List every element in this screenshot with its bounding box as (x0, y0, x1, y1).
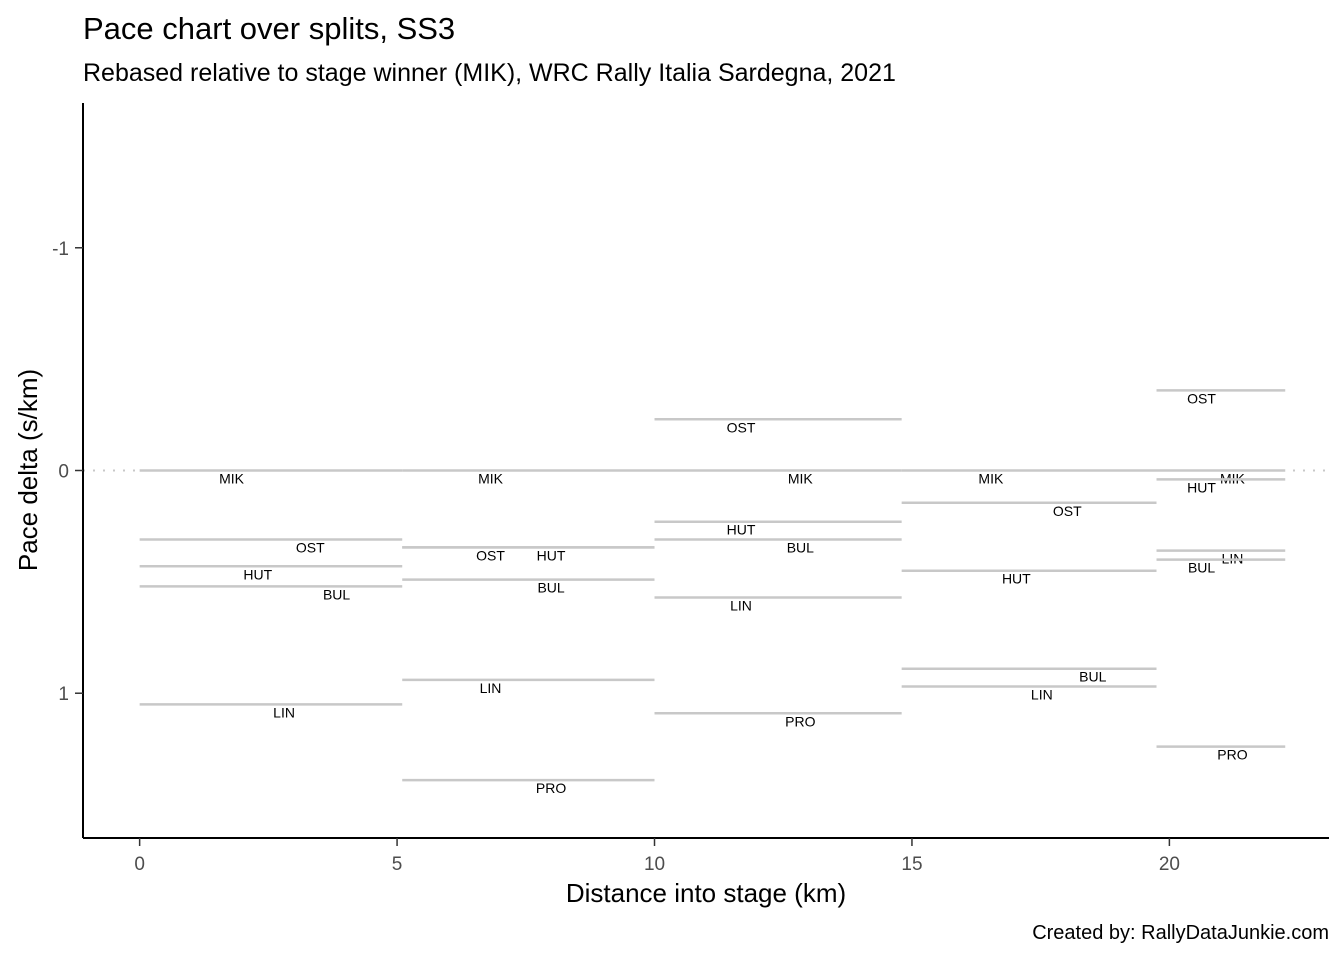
segment-label: OST (1187, 390, 1216, 406)
segment-label: LIN (730, 597, 752, 613)
segment-label: HUT (243, 566, 272, 582)
segment-label: HUT (1187, 479, 1216, 495)
segment-label: BUL (1188, 560, 1215, 576)
segment-label: OST (296, 540, 325, 556)
x-tick-label: 10 (644, 854, 665, 875)
x-tick-label: 5 (392, 854, 403, 875)
x-tick-label: 0 (134, 854, 145, 875)
y-tick-label: -1 (52, 239, 69, 260)
segment-label: HUT (727, 522, 756, 538)
segment-label: PRO (536, 780, 566, 796)
segment-label: BUL (787, 540, 814, 556)
x-tick-label: 15 (901, 854, 922, 875)
segment-label: HUT (537, 547, 566, 563)
segment-label: OST (476, 547, 505, 563)
segment-label: PRO (785, 713, 815, 729)
chart-title: Pace chart over splits, SS3 (83, 11, 456, 46)
x-axis-title: Distance into stage (km) (566, 878, 846, 908)
axis-ticks: 0 5 10 15 20 -1 0 1 (52, 239, 1180, 875)
segment-label: OST (1053, 503, 1082, 519)
y-tick-label: 1 (58, 684, 69, 705)
segment-label: MIK (219, 471, 245, 487)
x-tick-label: 20 (1159, 854, 1180, 875)
segment-label: BUL (537, 580, 564, 596)
segment-label: LIN (273, 704, 295, 720)
segment-label: LIN (480, 680, 502, 696)
segment-label: LIN (1031, 687, 1053, 703)
chart-caption: Created by: RallyDataJunkie.com (1032, 922, 1329, 944)
segment-label: BUL (323, 586, 350, 602)
segment-label: MIK (978, 471, 1004, 487)
y-tick-label: 0 (58, 462, 69, 483)
segment-label: OST (727, 419, 756, 435)
segment-label: HUT (1002, 571, 1031, 587)
chart-marks: MIK OST HUT BUL LIN MIK HUT OST BUL LIN PRO OST MIK H… (83, 389, 1329, 796)
chart-subtitle: Rebased relative to stage winner (MIK), … (83, 59, 896, 87)
segment-label: BUL (1079, 669, 1106, 685)
y-axis-title: Pace delta (s/km) (13, 369, 43, 571)
segment-label: PRO (1217, 747, 1247, 763)
segment-label: MIK (788, 471, 814, 487)
segment-label: MIK (478, 471, 504, 487)
